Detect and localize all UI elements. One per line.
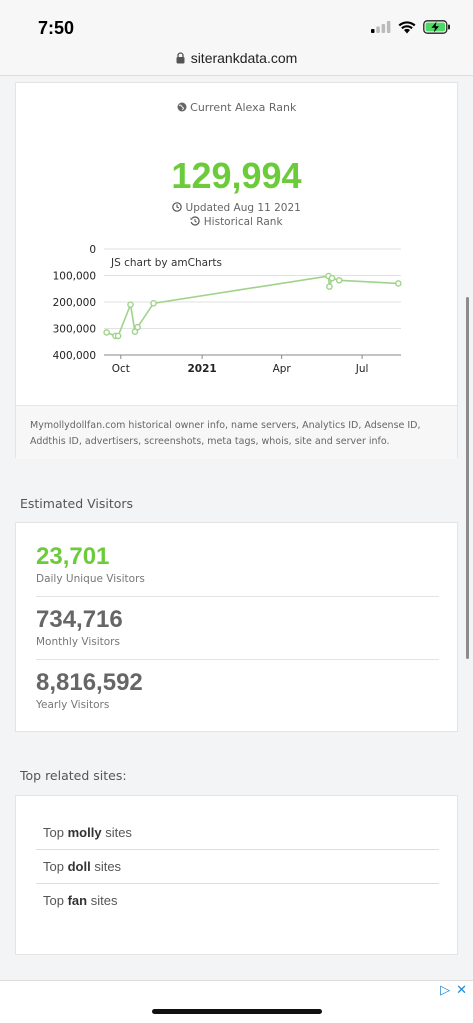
related-section-title: Top related sites: [20,768,127,783]
related-keyword: fan [67,893,88,908]
related-keyword: molly [67,825,102,840]
wifi-icon [398,20,416,33]
rank-data-point [326,283,333,290]
related-prefix: Top [43,825,64,840]
x-tick-label: 2021 [187,363,216,375]
y-tick-label: 400,000 [53,350,96,362]
related-suffix: sites [94,859,122,874]
adchoices-icon[interactable]: ▷ [440,983,451,998]
related-site-link-molly[interactable]: Top molly sites [36,816,439,850]
monthly-visitors-value: 734,716 [36,606,123,633]
yearly-visitors-value: 8,816,592 [36,669,143,696]
lock-icon [176,52,185,64]
cellular-signal-icon [371,21,391,33]
y-tick-label: 300,000 [53,324,96,336]
rank-header: Current Alexa Rank [16,101,457,114]
divider [36,596,439,597]
ad-banner[interactable]: ▷ ✕ [0,980,473,1023]
yearly-visitors: 8,816,592 Yearly Visitors [36,669,439,711]
related-sites-card: Top molly sites Top doll sites Top fan s… [15,795,458,955]
daily-visitors-value: 23,701 [36,543,110,570]
historical-rank-chart: 0 100,000 200,000 300,000 400,000 Oct 2021 Apr J… [53,244,402,375]
page-scrollbar[interactable] [466,297,469,659]
alexa-rank-value: 129,994 [171,155,302,196]
rank-data-point [335,276,343,284]
clock-icon [172,202,182,212]
rank-data-point [114,332,122,340]
related-keyword: doll [67,859,91,874]
battery-charging-icon [423,20,450,34]
historical-rank-label: Historical Rank [203,216,283,228]
history-icon [191,216,201,226]
historical-rank-heading: Historical Rank [16,216,457,228]
status-time: 7:50 [38,18,75,38]
status-bar: 7:50 [0,0,473,46]
related-suffix: sites [90,893,118,908]
rank-data-point [103,329,110,336]
visitors-card: 23,701 Daily Unique Visitors 734,716 Mon… [15,522,458,732]
visitors-section-title: Estimated Visitors [20,496,134,511]
monthly-visitors-label: Monthly Visitors [36,636,120,648]
daily-visitors-label: Daily Unique Visitors [36,573,145,585]
rank-data-point [328,274,336,282]
rank-header-label: Current Alexa Rank [190,101,297,114]
x-tick-label: Apr [273,363,292,375]
rank-data-point [150,300,157,307]
x-tick-label: Jul [355,363,369,375]
rank-data-point [134,323,141,331]
rank-updated: Updated Aug 11 2021 [16,202,457,214]
globe-icon [177,102,187,112]
related-prefix: Top [43,859,64,874]
y-tick-label: 100,000 [53,271,96,283]
address-bar[interactable]: siterankdata.com [0,46,473,76]
x-tick-label: Oct [112,363,130,375]
related-prefix: Top [43,893,64,908]
related-site-link-fan[interactable]: Top fan sites [36,884,439,918]
rank-data-point [395,280,402,287]
status-icons [371,20,451,34]
divider [36,659,439,660]
related-suffix: sites [105,825,132,840]
chart-watermark: JS chart by amCharts [110,257,222,269]
related-site-link-doll[interactable]: Top doll sites [36,850,439,884]
url-text[interactable]: siterankdata.com [190,50,298,66]
rank-updated-text: Updated Aug 11 2021 [185,202,301,214]
monthly-visitors: 734,716 Monthly Visitors [36,606,439,648]
rank-description: Mymollydollfan.com historical owner info… [16,405,457,459]
daily-visitors: 23,701 Daily Unique Visitors [36,543,439,585]
home-indicator[interactable] [152,1009,322,1014]
ad-close-icon[interactable]: ✕ [456,983,467,998]
y-tick-label: 200,000 [53,297,96,309]
yearly-visitors-label: Yearly Visitors [36,699,110,711]
alexa-rank-card: Current Alexa Rank 129,994 Updated Aug 1… [15,82,458,459]
rank-data-point [127,301,134,308]
rank-series-line [106,275,399,337]
y-tick-label: 0 [89,244,96,256]
